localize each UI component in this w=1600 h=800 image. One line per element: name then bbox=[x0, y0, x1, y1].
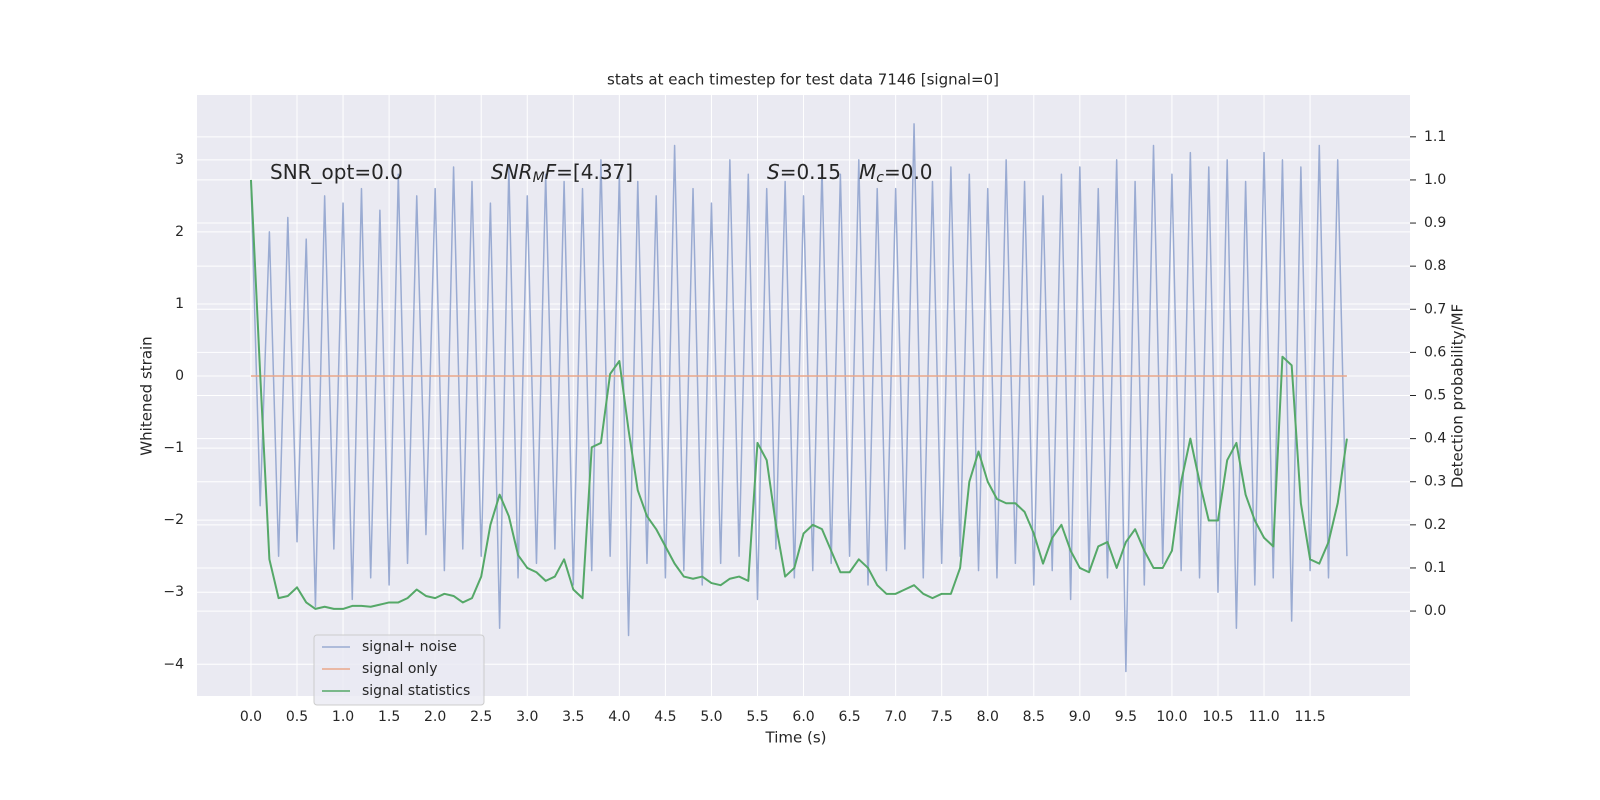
x-axis-label: Time (s) bbox=[765, 729, 827, 747]
x-tick-label: 11.5 bbox=[1294, 709, 1325, 725]
x-tick-label: 0.0 bbox=[240, 709, 262, 725]
annotation: SNR_opt=0.0 bbox=[270, 160, 403, 184]
y2-tick-label: 0.1 bbox=[1424, 560, 1446, 576]
x-tick-label: 10.5 bbox=[1202, 709, 1233, 725]
x-tick-label: 5.0 bbox=[700, 709, 722, 725]
annotation-part: SNR bbox=[491, 160, 533, 184]
y-tick-label: −1 bbox=[163, 440, 184, 456]
x-tick-label: 1.5 bbox=[378, 709, 400, 725]
series-line bbox=[250, 123, 1348, 673]
annotation-part: F bbox=[545, 160, 557, 184]
y2-tick-label: 0.6 bbox=[1424, 344, 1446, 360]
x-tick-label: 4.5 bbox=[654, 709, 676, 725]
x-tick-label: 6.5 bbox=[838, 709, 860, 725]
y2-tick-label: 0.9 bbox=[1424, 215, 1446, 231]
x-tick-label: 3.0 bbox=[516, 709, 538, 725]
y-tick-label: 2 bbox=[175, 224, 184, 240]
y2-tick-label: 0.8 bbox=[1424, 258, 1446, 274]
x-tick-label: 10.0 bbox=[1156, 709, 1187, 725]
x-tick-label: 7.0 bbox=[885, 709, 907, 725]
series-line bbox=[249, 179, 1348, 610]
x-tick-label: 6.0 bbox=[792, 709, 814, 725]
legend-label: signal statistics bbox=[362, 683, 470, 699]
y2-tick-label: 0.3 bbox=[1424, 474, 1446, 490]
y2-tick-label: 0.7 bbox=[1424, 301, 1446, 317]
chart-title: stats at each timestep for test data 714… bbox=[607, 71, 999, 89]
annotation: S=0.15 bbox=[767, 160, 841, 184]
annotation-part: M bbox=[859, 160, 876, 184]
y-tick-label: 1 bbox=[175, 296, 184, 312]
annotation-part: c bbox=[876, 170, 884, 186]
annotation-part: SNR_opt=0.0 bbox=[270, 160, 403, 184]
y2-tick-label: 0.0 bbox=[1424, 603, 1446, 619]
legend-label: signal only bbox=[362, 661, 437, 677]
x-tick-label: 9.5 bbox=[1115, 709, 1137, 725]
y2-tick-label: 0.5 bbox=[1424, 388, 1446, 404]
x-tick-label: 1.0 bbox=[332, 709, 354, 725]
x-tick-label: 0.5 bbox=[286, 709, 308, 725]
annotation-part: =[4.37] bbox=[556, 160, 633, 184]
x-tick-label: 7.5 bbox=[931, 709, 953, 725]
x-tick-label: 4.0 bbox=[608, 709, 630, 725]
legend-label: signal+ noise bbox=[362, 639, 457, 655]
y-tick-label: −3 bbox=[163, 584, 184, 600]
x-tick-label: 5.5 bbox=[746, 709, 768, 725]
annotation-part: =0.0 bbox=[884, 160, 933, 184]
y-tick-label: −2 bbox=[163, 512, 184, 528]
y2-tick-label: 0.2 bbox=[1424, 517, 1446, 533]
y2-tick-label: 1.0 bbox=[1424, 172, 1446, 188]
y-tick-label: 3 bbox=[175, 152, 184, 168]
annotation: SNRMF=[4.37] bbox=[491, 160, 633, 187]
x-tick-label: 8.0 bbox=[977, 709, 999, 725]
annotation-part: S bbox=[767, 160, 780, 184]
legend-box bbox=[313, 634, 485, 706]
y-axis-label: Whitened strain bbox=[138, 336, 156, 455]
annotation-part: =0.15 bbox=[780, 160, 841, 184]
y2-tick-label: 1.1 bbox=[1424, 129, 1446, 145]
x-tick-label: 3.5 bbox=[562, 709, 584, 725]
y-tick-label: −4 bbox=[163, 656, 184, 672]
x-tick-label: 8.5 bbox=[1023, 709, 1045, 725]
x-tick-label: 9.0 bbox=[1069, 709, 1091, 725]
y2-tick-label: 0.4 bbox=[1424, 431, 1446, 447]
x-tick-label: 11.0 bbox=[1248, 709, 1279, 725]
y2-axis-label: Detection probability/MF bbox=[1449, 304, 1467, 488]
y-tick-label: 0 bbox=[175, 368, 184, 384]
x-tick-label: 2.5 bbox=[470, 709, 492, 725]
annotation: Mc=0.0 bbox=[859, 160, 933, 187]
x-tick-label: 2.0 bbox=[424, 709, 446, 725]
annotation-part: M bbox=[533, 170, 545, 186]
